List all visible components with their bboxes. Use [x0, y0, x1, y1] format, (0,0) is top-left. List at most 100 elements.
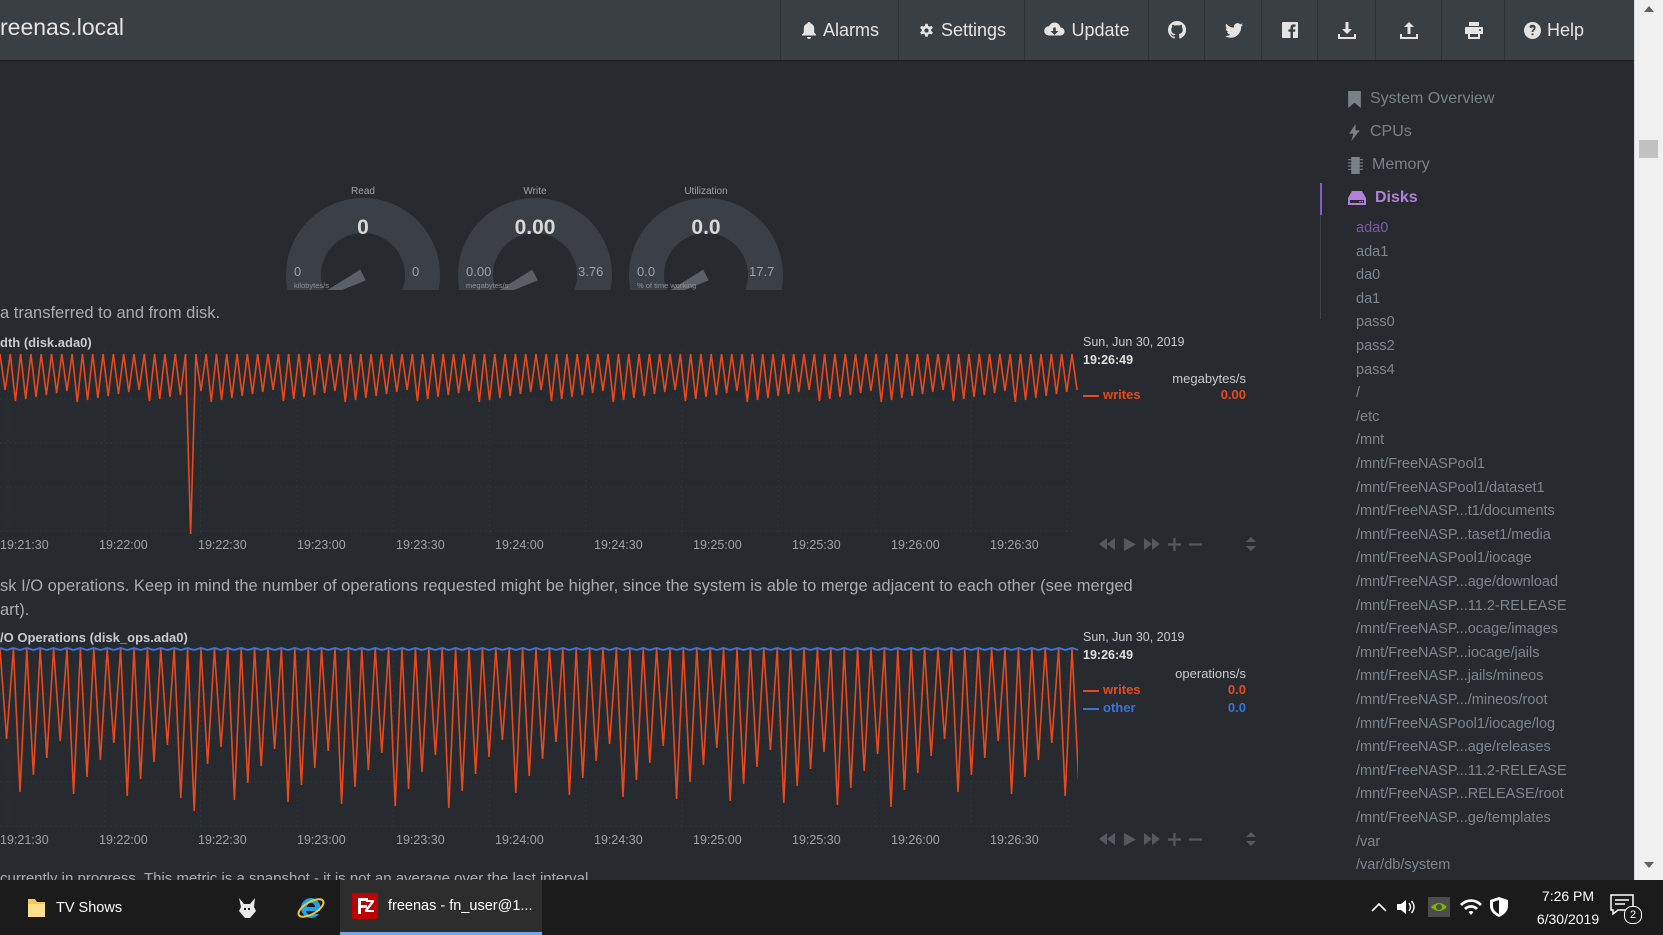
upload-button[interactable]: [1375, 0, 1442, 60]
sidebar-item-label: CPUs: [1370, 123, 1412, 140]
twitter-button[interactable]: [1204, 0, 1262, 60]
rewind-icon[interactable]: [1099, 538, 1115, 550]
taskbar-app-wolf[interactable]: [222, 880, 272, 935]
gauge-dial: [286, 197, 440, 290]
scroll-up-arrow-icon[interactable]: [1644, 6, 1654, 12]
sidebar-item-system-overview[interactable]: System Overview: [1348, 90, 1494, 108]
disk-nav-item[interactable]: ada1: [1356, 243, 1389, 260]
disk-nav-item[interactable]: /mnt/FreeNASP...age/download: [1356, 574, 1559, 590]
chart2-plot[interactable]: [0, 645, 1078, 831]
security-shield-icon[interactable]: [1490, 897, 1508, 917]
play-icon[interactable]: [1123, 537, 1136, 551]
taskbar-app-internet-explorer[interactable]: [280, 880, 342, 935]
scroll-down-arrow-icon[interactable]: [1644, 862, 1654, 868]
sidebar-item-cpus[interactable]: CPUs: [1348, 123, 1412, 141]
sidebar-item-memory[interactable]: Memory: [1348, 156, 1430, 174]
gauge-needle: [499, 269, 538, 290]
facebook-button[interactable]: [1261, 0, 1318, 60]
legend-series-writes[interactable]: writes 0.0: [1083, 682, 1246, 698]
taskbar-app-label: TV Shows: [56, 899, 123, 916]
disk-nav-item[interactable]: pass4: [1356, 361, 1395, 378]
fast-forward-icon[interactable]: [1144, 538, 1160, 550]
volume-icon[interactable]: [1397, 898, 1417, 916]
nvidia-icon[interactable]: [1428, 897, 1450, 917]
legend-series-writes[interactable]: writes 0.00: [1083, 387, 1246, 403]
help-label: Help: [1546, 19, 1585, 40]
gauge-write: Write 0.00 0.00 3.76 megabytes/s: [450, 180, 620, 290]
disk-nav-item[interactable]: /mnt/FreeNASPool1/iocage/log: [1356, 715, 1556, 732]
chart1-title: dth (disk.ada0): [0, 335, 92, 350]
series-line-other: [0, 647, 1078, 651]
notification-icon: [1610, 894, 1634, 916]
disk-nav-item[interactable]: /mnt/FreeNASP...t1/documents: [1356, 503, 1555, 520]
disk-nav-item[interactable]: /mnt/FreeNASP...ge/templates: [1356, 810, 1551, 826]
wifi-icon[interactable]: [1460, 898, 1482, 916]
bell-icon: [801, 21, 816, 39]
settings-button[interactable]: Settings: [898, 0, 1025, 60]
legend-series-other[interactable]: other 0.0: [1083, 700, 1246, 716]
disk-nav-item[interactable]: /var: [1356, 833, 1381, 850]
clock-time[interactable]: 7:26 PM: [1541, 888, 1595, 904]
zoom-in-icon[interactable]: [1168, 832, 1181, 846]
disk-nav-item[interactable]: /: [1356, 385, 1361, 402]
resize-handle-icon[interactable]: [1246, 537, 1256, 551]
disk-nav-item[interactable]: /etc: [1356, 408, 1380, 425]
disk-nav-item[interactable]: /var/db/system: [1356, 857, 1451, 874]
disk-nav-item[interactable]: da0: [1356, 267, 1381, 284]
fast-forward-icon[interactable]: [1144, 833, 1160, 845]
action-center-button[interactable]: 2: [1610, 894, 1642, 924]
github-button[interactable]: [1148, 0, 1205, 60]
disk-nav-item[interactable]: pass0: [1356, 314, 1395, 331]
zoom-out-icon[interactable]: [1189, 538, 1202, 551]
disk-nav-item[interactable]: pass2: [1356, 338, 1395, 354]
x-tick-label: 19:25:30: [792, 833, 841, 847]
rewind-icon[interactable]: [1099, 833, 1115, 845]
disk-nav-item[interactable]: /mnt: [1356, 432, 1385, 449]
vertical-scrollbar[interactable]: [1634, 0, 1663, 880]
chevron-up-icon[interactable]: [1371, 902, 1387, 912]
disk-nav-item[interactable]: /mnt/FreeNASP...11.2-RELEASE: [1356, 762, 1567, 779]
disk-nav-item[interactable]: /mnt/FreeNASPool1: [1356, 456, 1485, 472]
disk-nav-item[interactable]: /mnt/FreeNASP...11.2-RELEASE: [1356, 597, 1567, 614]
disk-nav-item[interactable]: /mnt/FreeNASP...taset1/media: [1356, 526, 1551, 543]
series-line-writes: [0, 353, 1078, 535]
taskbar-app-tv-shows[interactable]: TV Shows: [14, 880, 226, 935]
resize-handle-icon[interactable]: [1246, 832, 1256, 846]
cloud-download-icon: [1044, 22, 1066, 36]
x-tick-label: 19:22:30: [198, 833, 247, 847]
print-button[interactable]: [1441, 0, 1505, 60]
gauge-track: [286, 197, 440, 290]
chart2-description-line1: sk I/O operations. Keep in mind the numb…: [0, 577, 1133, 595]
disk-nav-item[interactable]: /mnt/FreeNASPool1/dataset1: [1356, 479, 1545, 496]
help-button[interactable]: Help: [1504, 0, 1603, 60]
disk-nav-item[interactable]: /mnt/FreeNASP...iocage/jails: [1356, 644, 1540, 661]
gauge-needle: [327, 269, 366, 290]
play-icon[interactable]: [1123, 832, 1136, 846]
disk-nav-item[interactable]: /mnt/FreeNASP.../mineos/root: [1356, 692, 1548, 708]
taskbar-app-filezilla[interactable]: freenas - fn_user@1...: [340, 880, 542, 935]
brand-hostname[interactable]: reenas.local: [0, 14, 125, 40]
update-button[interactable]: Update: [1024, 0, 1149, 60]
legend-swatch: [1083, 690, 1099, 692]
sidebar-item-disks[interactable]: Disks: [1348, 189, 1418, 207]
legend-series-value: 0.0: [1227, 682, 1246, 697]
zoom-in-icon[interactable]: [1168, 537, 1181, 551]
disk-nav-item[interactable]: /mnt/FreeNASP...jails/mineos: [1356, 668, 1544, 685]
disk-nav-item[interactable]: /mnt/FreeNASP...ocage/images: [1356, 621, 1559, 638]
chart1-plot[interactable]: [0, 350, 1078, 536]
clock-date[interactable]: 6/30/2019: [1536, 911, 1600, 927]
gauge-utilization: Utilization 0.0 0.0 17.7 % of time working: [621, 180, 791, 290]
zoom-out-icon[interactable]: [1189, 833, 1202, 846]
gear-icon: [920, 23, 933, 37]
chart2-legend-unit: operations/s: [1175, 666, 1246, 681]
alarms-button[interactable]: Alarms: [780, 0, 899, 60]
disk-nav-item[interactable]: /mnt/FreeNASP...age/releases: [1356, 739, 1551, 756]
disk-nav-item[interactable]: da1: [1356, 290, 1381, 307]
x-tick-label: 19:25:00: [693, 833, 742, 847]
disk-nav-item[interactable]: /mnt/FreeNASPool1/iocage: [1356, 550, 1532, 567]
download-button[interactable]: [1317, 0, 1376, 60]
disk-nav-item[interactable]: ada0: [1356, 220, 1389, 236]
scrollbar-thumb[interactable]: [1639, 140, 1658, 158]
gauge-max-label: 3.76: [578, 264, 604, 279]
disk-nav-item[interactable]: /mnt/FreeNASP...RELEASE/root: [1356, 786, 1564, 803]
